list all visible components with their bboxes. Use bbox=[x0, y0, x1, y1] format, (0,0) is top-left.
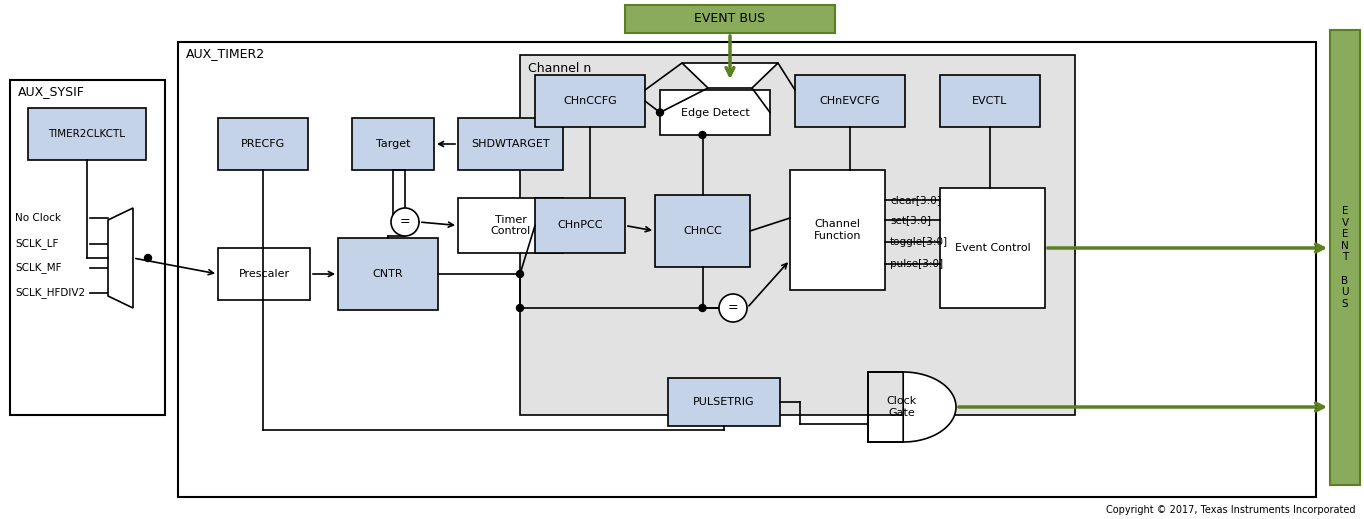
Bar bbox=[218, 118, 308, 170]
Text: Event Control: Event Control bbox=[955, 243, 1030, 253]
Text: clear[3:0]: clear[3:0] bbox=[889, 195, 941, 205]
Text: Timer
Control: Timer Control bbox=[491, 215, 531, 236]
Bar bbox=[29, 108, 146, 160]
Text: TIMER2CLKCTL: TIMER2CLKCTL bbox=[49, 129, 125, 139]
Bar bbox=[655, 195, 750, 267]
Polygon shape bbox=[903, 372, 956, 442]
Text: PULSETRIG: PULSETRIG bbox=[693, 397, 754, 407]
Text: E
V
E
N
T

B
U
S: E V E N T B U S bbox=[1341, 206, 1349, 309]
Circle shape bbox=[698, 131, 707, 139]
Text: Target: Target bbox=[375, 139, 411, 149]
Circle shape bbox=[698, 305, 707, 311]
Text: AUX_SYSIF: AUX_SYSIF bbox=[18, 86, 85, 99]
Bar bbox=[625, 5, 835, 33]
Bar bbox=[790, 170, 885, 290]
Text: PRECFG: PRECFG bbox=[241, 139, 285, 149]
Text: Clock
Gate: Clock Gate bbox=[887, 396, 917, 418]
Text: set[3:0]: set[3:0] bbox=[889, 215, 932, 225]
Text: CHnPCC: CHnPCC bbox=[558, 221, 603, 230]
Text: SCLK_LF: SCLK_LF bbox=[15, 239, 59, 250]
Text: CNTR: CNTR bbox=[372, 269, 404, 279]
Text: =: = bbox=[400, 215, 411, 228]
Text: SHDWTARGET: SHDWTARGET bbox=[471, 139, 550, 149]
Bar bbox=[177, 42, 1316, 497]
Bar bbox=[940, 75, 1039, 127]
Text: CHnEVCFG: CHnEVCFG bbox=[820, 96, 880, 106]
Circle shape bbox=[719, 294, 747, 322]
Text: Copyright © 2017, Texas Instruments Incorporated: Copyright © 2017, Texas Instruments Inco… bbox=[1105, 505, 1354, 515]
Text: SCLK_MF: SCLK_MF bbox=[15, 263, 61, 274]
Circle shape bbox=[517, 305, 524, 311]
Polygon shape bbox=[108, 208, 134, 308]
Text: AUX_TIMER2: AUX_TIMER2 bbox=[186, 48, 265, 61]
Bar bbox=[660, 90, 771, 135]
Text: Edge Detect: Edge Detect bbox=[681, 107, 749, 117]
Text: =: = bbox=[727, 302, 738, 315]
Text: EVCTL: EVCTL bbox=[973, 96, 1008, 106]
Text: SCLK_HFDIV2: SCLK_HFDIV2 bbox=[15, 288, 85, 298]
Bar bbox=[795, 75, 904, 127]
Bar bbox=[940, 188, 1045, 308]
Text: Prescaler: Prescaler bbox=[239, 269, 289, 279]
Bar bbox=[352, 118, 434, 170]
Bar bbox=[535, 198, 625, 253]
Text: Channel n: Channel n bbox=[528, 61, 591, 75]
Bar bbox=[520, 55, 1075, 415]
Bar bbox=[10, 80, 165, 415]
Bar bbox=[668, 378, 780, 426]
Polygon shape bbox=[682, 63, 777, 88]
Text: toggle[3:0]: toggle[3:0] bbox=[889, 237, 948, 247]
Circle shape bbox=[517, 270, 524, 278]
Text: CHnCC: CHnCC bbox=[683, 226, 722, 236]
Text: EVENT BUS: EVENT BUS bbox=[694, 12, 765, 25]
Bar bbox=[338, 238, 438, 310]
Text: Channel
Function: Channel Function bbox=[814, 219, 861, 241]
Bar bbox=[458, 198, 563, 253]
Circle shape bbox=[656, 109, 663, 116]
Text: pulse[3:0]: pulse[3:0] bbox=[889, 259, 943, 269]
Bar bbox=[218, 248, 310, 300]
Bar bbox=[535, 75, 645, 127]
Text: No Clock: No Clock bbox=[15, 213, 61, 223]
Bar bbox=[1330, 30, 1360, 485]
Circle shape bbox=[145, 254, 151, 262]
Bar bbox=[458, 118, 563, 170]
Text: CHnCCFG: CHnCCFG bbox=[563, 96, 617, 106]
Circle shape bbox=[391, 208, 419, 236]
